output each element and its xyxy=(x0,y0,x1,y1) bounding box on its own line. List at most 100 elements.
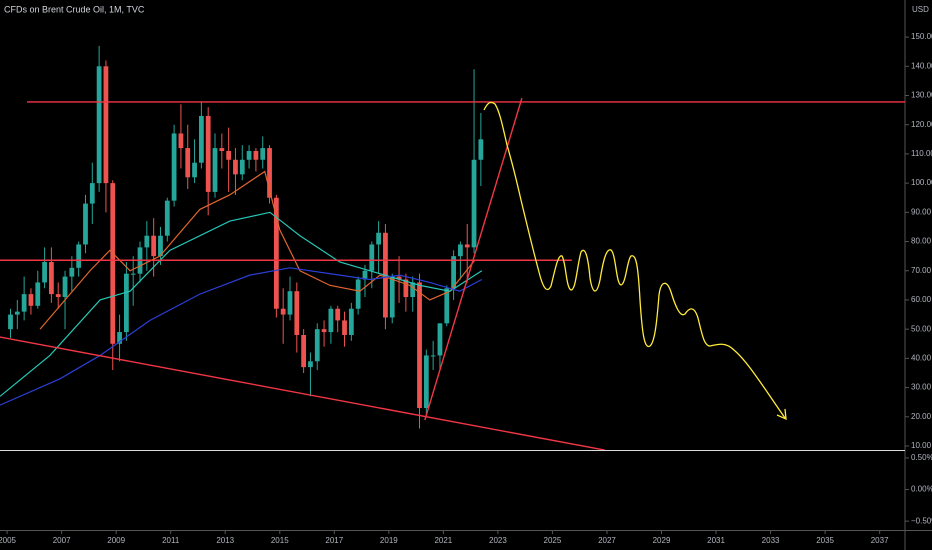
candle-body xyxy=(403,279,409,298)
plot-area xyxy=(0,45,905,450)
x-tick-label: 2035 xyxy=(816,536,834,545)
candle-body xyxy=(28,294,34,306)
x-tick-label: 2031 xyxy=(707,536,725,545)
candle-body xyxy=(110,183,116,344)
currency-label: USD xyxy=(912,5,929,14)
x-tick-label: 2037 xyxy=(871,536,889,545)
candle-body xyxy=(89,183,95,204)
forecast-drawing xyxy=(483,101,786,419)
candle-body xyxy=(103,66,109,184)
candle-body xyxy=(219,148,225,152)
candle-body xyxy=(164,200,170,236)
x-tick-label: 2019 xyxy=(380,536,398,545)
y-tick-label: 130.00 xyxy=(911,91,932,100)
candle-body xyxy=(294,291,300,336)
x-tick-label: 2033 xyxy=(762,536,780,545)
candle-body xyxy=(458,244,463,257)
candle-body xyxy=(151,235,157,257)
x-tick-label: 2007 xyxy=(53,536,71,545)
candle-body xyxy=(185,148,191,178)
candle-body xyxy=(396,276,402,280)
candle-body xyxy=(55,294,61,298)
y-tick-label: 60.00 xyxy=(911,295,932,304)
candle-body xyxy=(260,148,266,160)
indicator-tick-label: 0.50% xyxy=(911,453,932,462)
x-tick-label: 2023 xyxy=(489,536,507,545)
candle-body xyxy=(69,267,75,277)
candle-body xyxy=(212,148,218,192)
candle-body xyxy=(76,244,82,268)
candle-body xyxy=(335,308,341,321)
candle-body xyxy=(417,282,422,409)
x-tick-label: 2017 xyxy=(325,536,343,545)
candle-body xyxy=(158,235,163,257)
x-tick-label: 2021 xyxy=(434,536,452,545)
candle-body xyxy=(348,308,354,336)
x-tick-label: 2005 xyxy=(0,536,17,545)
y-tick-label: 110.00 xyxy=(911,149,932,158)
candle-body xyxy=(8,314,13,330)
candle-body xyxy=(49,261,54,295)
indicator-tick-label: −0.50% xyxy=(911,516,932,525)
y-tick-label: 80.00 xyxy=(911,237,932,246)
candle-body xyxy=(130,273,136,275)
candle-body xyxy=(253,151,259,160)
candle-body xyxy=(423,355,429,409)
trendline xyxy=(424,97,523,421)
candle-body xyxy=(287,291,293,315)
candle-body xyxy=(123,273,129,333)
candle-body xyxy=(451,256,456,289)
x-tick-label: 2013 xyxy=(216,536,234,545)
candle-body xyxy=(437,323,443,356)
candle-body xyxy=(83,203,88,245)
candle-body xyxy=(355,279,361,309)
y-tick-label: 120.00 xyxy=(911,120,932,129)
candle-body xyxy=(246,151,252,160)
x-tick-label: 2011 xyxy=(162,536,180,545)
candle-body xyxy=(376,232,381,245)
x-tick-label: 2015 xyxy=(271,536,289,545)
candle-body xyxy=(362,270,368,280)
x-tick-label: 2027 xyxy=(598,536,616,545)
candle-body xyxy=(342,320,347,336)
y-tick-label: 50.00 xyxy=(911,324,932,333)
candle-body xyxy=(444,288,450,324)
candle-body xyxy=(273,197,279,309)
indicator-tick-label: 0.00% xyxy=(911,485,932,494)
candle-body xyxy=(205,115,211,192)
candle-body xyxy=(280,308,286,315)
candle-body xyxy=(192,162,197,178)
y-tick-label: 140.00 xyxy=(911,61,932,70)
candle-body xyxy=(96,66,102,184)
candle-body xyxy=(430,355,436,357)
candle-body xyxy=(321,329,327,333)
candle-body xyxy=(267,148,272,198)
candle-body xyxy=(464,244,470,248)
candle-body xyxy=(308,361,313,368)
x-tick-label: 2009 xyxy=(107,536,125,545)
candle-body xyxy=(389,276,395,318)
candle-body xyxy=(369,244,375,271)
y-tick-label: 10.00 xyxy=(911,441,932,450)
candle-body xyxy=(233,159,238,175)
moving-average xyxy=(0,211,483,397)
y-tick-label: 30.00 xyxy=(911,383,932,392)
candle-body xyxy=(178,133,184,149)
candle-body xyxy=(117,332,122,344)
trendline xyxy=(0,336,605,450)
y-tick-label: 90.00 xyxy=(911,207,932,216)
x-tick-label: 2025 xyxy=(544,536,562,545)
y-tick-label: 70.00 xyxy=(911,266,932,275)
candle-body xyxy=(410,282,416,298)
drawing xyxy=(483,101,787,421)
candle-body xyxy=(14,311,20,315)
moving-average xyxy=(39,170,476,330)
candle-body xyxy=(62,276,68,298)
candle-body xyxy=(35,282,41,306)
y-tick-label: 100.00 xyxy=(911,178,932,187)
candle-body xyxy=(314,329,320,362)
x-tick-label: 2029 xyxy=(653,536,671,545)
candle-body xyxy=(478,139,484,160)
